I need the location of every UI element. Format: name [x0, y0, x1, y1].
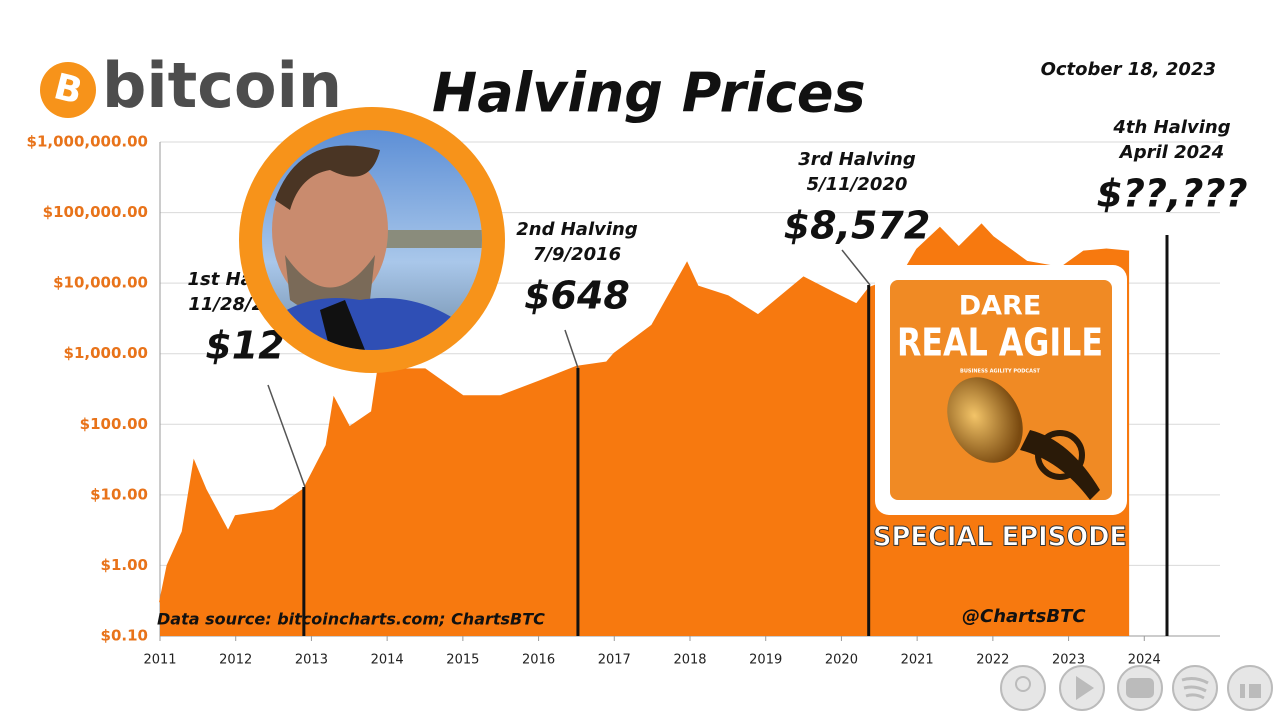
- social-icons: [1000, 665, 1273, 711]
- halving-price: $??,???: [1096, 172, 1247, 216]
- x-tick-label: 2017: [598, 653, 631, 668]
- x-tick-label: 2020: [825, 653, 858, 668]
- halving-date: 5/11/2020: [807, 174, 908, 195]
- x-tick-label: 2012: [219, 653, 252, 668]
- x-tick-label: 2019: [749, 653, 782, 668]
- halving-date: April 2024: [1118, 142, 1224, 163]
- x-tick-label: 2018: [673, 653, 706, 668]
- x-tick-label: 2022: [976, 653, 1009, 668]
- leader-line: [564, 329, 579, 369]
- y-tick-label: $100.00: [80, 415, 148, 433]
- x-tick-label: 2015: [446, 653, 479, 668]
- y-tick-label: $1,000.00: [64, 344, 148, 362]
- source-note: Data source: bitcoincharts.com; ChartsBT…: [157, 610, 545, 629]
- x-tick-label: 2023: [1052, 653, 1085, 668]
- halving-date: 7/9/2016: [533, 244, 621, 265]
- x-tick-label: 2016: [522, 653, 555, 668]
- logo-text: bitcoin: [102, 49, 342, 122]
- podcast-badge: DARE REAL AGILE BUSINESS AGILITY PODCAST…: [873, 265, 1128, 553]
- chart-title: Halving Prices: [432, 62, 866, 125]
- halving-title: 3rd Halving: [798, 149, 916, 170]
- host-photo: [239, 107, 505, 373]
- price-line: [159, 223, 1130, 603]
- y-tick-label: $0.10: [101, 627, 148, 645]
- podcast-badge-text: SPECIAL EPISODE: [873, 522, 1127, 553]
- logo-circle: [40, 62, 96, 118]
- leader-line: [841, 249, 871, 286]
- chart-subtitle: October 18, 2023: [1041, 59, 1216, 80]
- y-tick-label: $10.00: [90, 485, 148, 503]
- podcast-tagline: BUSINESS AGILITY PODCAST: [960, 369, 1041, 375]
- y-tick-label: $1,000,000.00: [27, 133, 148, 151]
- halving-price: $12: [205, 324, 284, 368]
- credit: @ChartsBTC: [962, 606, 1086, 627]
- y-tick-label: $1.00: [101, 556, 148, 574]
- podcast-line1: DARE: [959, 291, 1042, 322]
- leader-line: [267, 384, 306, 488]
- podcast-line2: REAL AGILE: [897, 321, 1103, 365]
- halving-title: 2nd Halving: [516, 219, 638, 240]
- y-tick-label: $100,000.00: [43, 203, 148, 221]
- x-tick-label: 2011: [143, 653, 176, 668]
- halving-title: 4th Halving: [1112, 117, 1230, 138]
- y-tick-label: $10,000.00: [53, 274, 148, 292]
- halving-price: $648: [524, 274, 630, 318]
- halving-price: $8,572: [784, 204, 931, 248]
- x-tick-label: 2014: [371, 653, 404, 668]
- podcast-icon[interactable]: [1000, 665, 1046, 711]
- x-tick-label: 2024: [1128, 653, 1161, 668]
- x-tick-label: 2021: [901, 653, 934, 668]
- x-tick-label: 2013: [295, 653, 328, 668]
